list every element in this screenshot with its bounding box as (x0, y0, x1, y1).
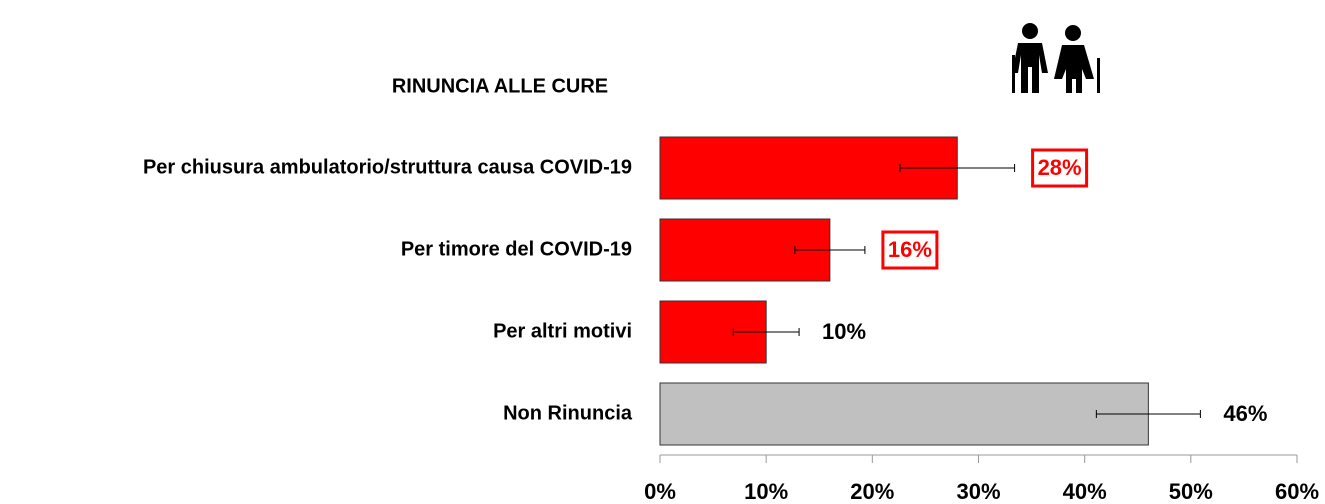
error-bar (899, 164, 1016, 172)
elderly-couple-icon (1000, 23, 1105, 95)
value-label: 10% (822, 319, 866, 344)
value-label: 16% (888, 237, 932, 262)
chart-title: RINUNCIA ALLE CURE (392, 75, 608, 97)
category-label: Per timore del COVID-19 (401, 238, 632, 260)
bar (659, 382, 1149, 446)
category-label: Non Rinuncia (503, 402, 633, 424)
x-tick-label: 50% (1169, 479, 1213, 504)
value-label: 28% (1038, 155, 1082, 180)
value-label-box (1031, 148, 1089, 188)
x-tick-label: 0% (644, 479, 676, 504)
error-bar (794, 246, 866, 254)
value-label-box (881, 230, 939, 270)
x-tick-label: 30% (956, 479, 1000, 504)
error-bar (1095, 410, 1201, 418)
category-label: Per chiusura ambulatorio/struttura causa… (143, 156, 632, 178)
x-tick-label: 10% (744, 479, 788, 504)
category-label: Per altri motivi (493, 320, 632, 342)
x-tick-label: 60% (1275, 479, 1319, 504)
x-tick-label: 40% (1063, 479, 1107, 504)
x-tick-label: 20% (850, 479, 894, 504)
error-bar (732, 328, 800, 336)
value-label: 46% (1223, 401, 1267, 426)
